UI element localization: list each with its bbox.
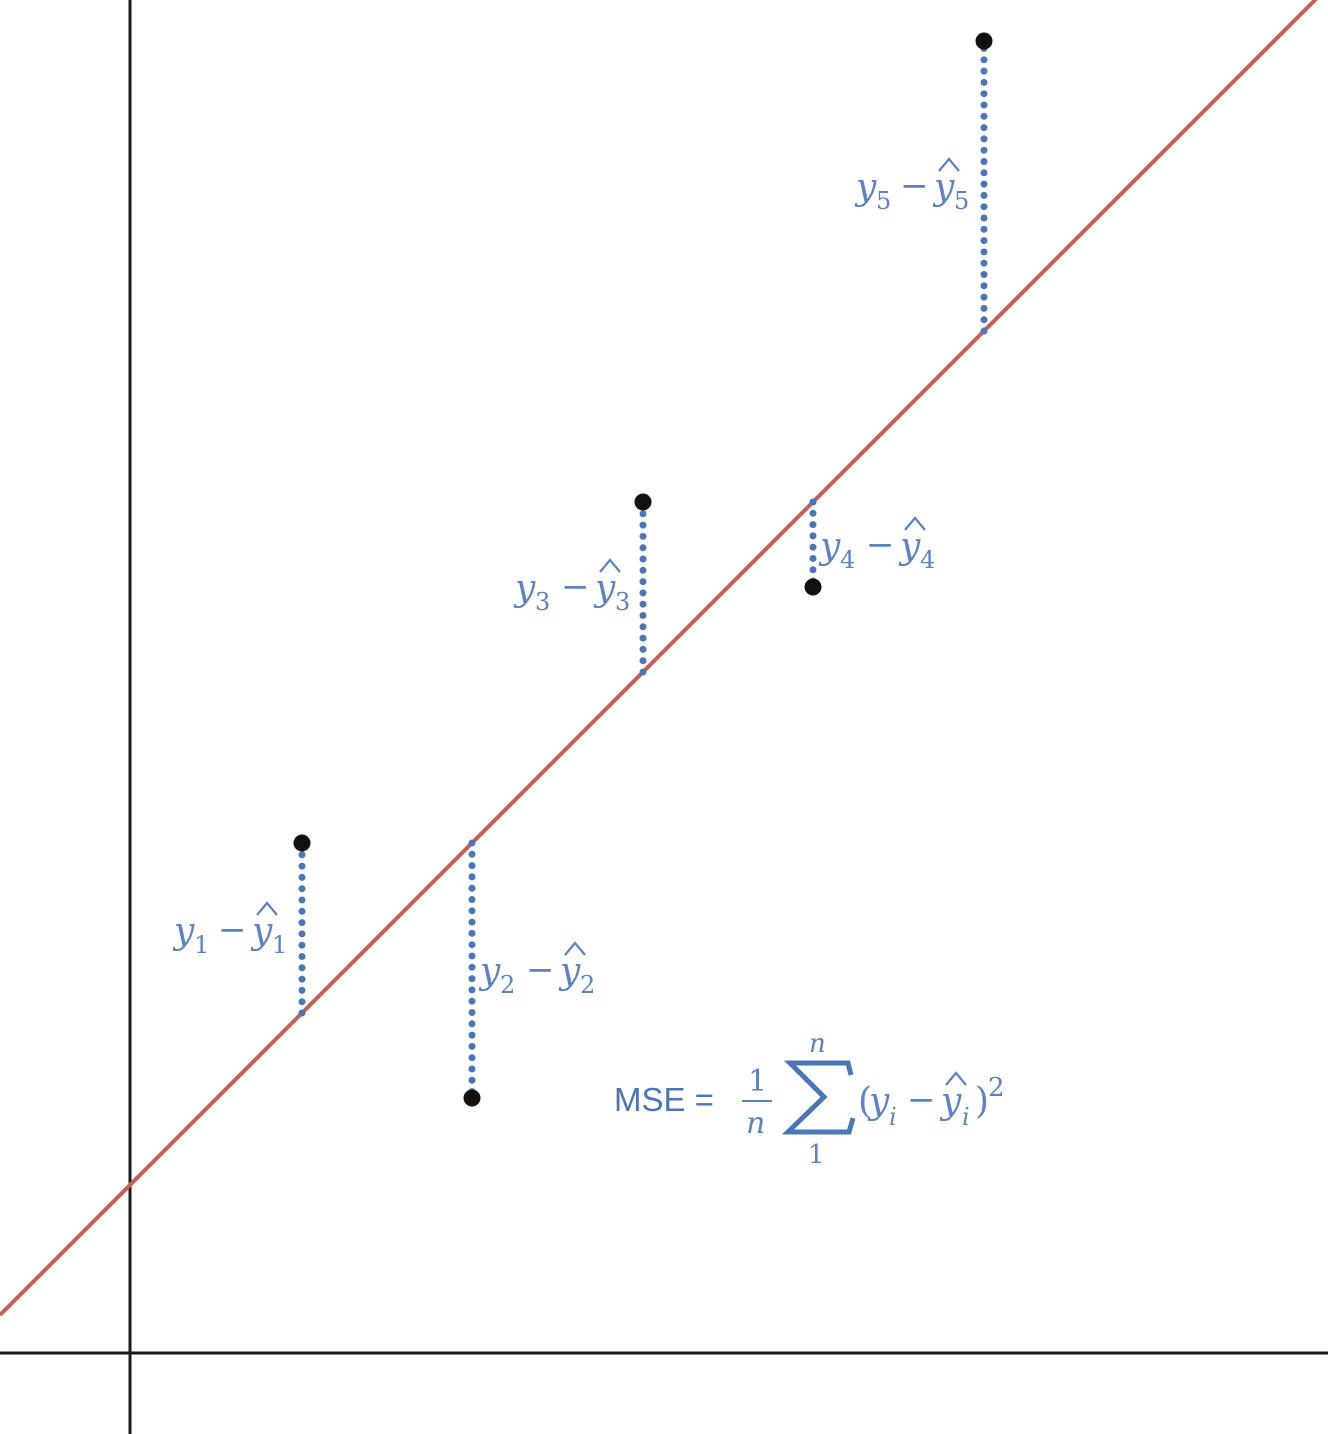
hat-icon bbox=[599, 558, 621, 573]
residual-label-4: y 4 − y 4 bbox=[818, 516, 935, 574]
label-y-sub: 1 bbox=[194, 931, 209, 959]
label-y-sub: 3 bbox=[535, 588, 550, 616]
label-y: y bbox=[478, 951, 501, 992]
sigma-icon bbox=[781, 1060, 856, 1135]
residual-label-5: y 5 − y 5 bbox=[854, 157, 969, 215]
data-point-2 bbox=[463, 1089, 481, 1107]
power-two: 2 bbox=[988, 1073, 1005, 1103]
label-yhat: y bbox=[593, 568, 616, 609]
residual-label-1: y 1 − y 1 bbox=[172, 901, 287, 959]
label-yhat-sub: 5 bbox=[954, 187, 969, 215]
formula-minus: − bbox=[907, 1080, 936, 1120]
mse-formula: MSE = 1 n n 1 ( y i − y i ) 2 bbox=[614, 1029, 1005, 1170]
hat-icon bbox=[564, 941, 586, 956]
data-point-5 bbox=[975, 32, 993, 50]
sum-lower-limit: 1 bbox=[808, 1140, 825, 1170]
formula-y: y bbox=[867, 1081, 890, 1122]
formula-yhat-sub: i bbox=[962, 1103, 970, 1131]
hat-icon bbox=[938, 157, 960, 172]
label-y: y bbox=[513, 568, 536, 609]
sum-upper-limit: n bbox=[809, 1029, 826, 1059]
open-paren: ( bbox=[858, 1081, 872, 1122]
label-yhat-sub: 3 bbox=[615, 588, 630, 616]
label-minus: − bbox=[218, 910, 247, 950]
fraction-numerator: 1 bbox=[748, 1064, 767, 1099]
close-paren: ) bbox=[975, 1081, 989, 1122]
label-y-sub: 4 bbox=[840, 546, 855, 574]
label-minus: − bbox=[866, 525, 895, 565]
residual-label-2: y 2 − y 2 bbox=[478, 941, 595, 999]
data-point-3 bbox=[634, 493, 652, 511]
label-yhat: y bbox=[932, 167, 955, 208]
mse-lhs: MSE = bbox=[614, 1081, 714, 1118]
formula-y-sub: i bbox=[889, 1103, 897, 1131]
residuals bbox=[298, 37, 988, 1101]
label-y-sub: 5 bbox=[876, 187, 891, 215]
label-yhat: y bbox=[558, 951, 581, 992]
label-y-sub: 2 bbox=[500, 971, 515, 999]
label-yhat: y bbox=[898, 526, 921, 567]
data-points bbox=[293, 32, 993, 1107]
label-y: y bbox=[172, 911, 195, 952]
hat-icon bbox=[945, 1071, 967, 1086]
label-minus: − bbox=[561, 567, 590, 607]
hat-icon bbox=[256, 901, 278, 916]
data-point-4 bbox=[804, 578, 822, 596]
label-minus: − bbox=[900, 166, 929, 206]
label-yhat-sub: 2 bbox=[580, 971, 595, 999]
label-y: y bbox=[818, 526, 841, 567]
fraction-denominator: n bbox=[746, 1106, 765, 1141]
regression-line bbox=[0, 0, 1318, 1317]
residual-label-3: y 3 − y 3 bbox=[513, 558, 630, 616]
label-yhat-sub: 1 bbox=[272, 931, 287, 959]
label-y: y bbox=[854, 167, 877, 208]
label-yhat-sub: 4 bbox=[920, 546, 935, 574]
hat-icon bbox=[904, 516, 926, 531]
label-minus: − bbox=[526, 950, 555, 990]
formula-yhat: y bbox=[939, 1081, 962, 1122]
data-point-1 bbox=[293, 834, 311, 852]
label-yhat: y bbox=[250, 911, 273, 952]
